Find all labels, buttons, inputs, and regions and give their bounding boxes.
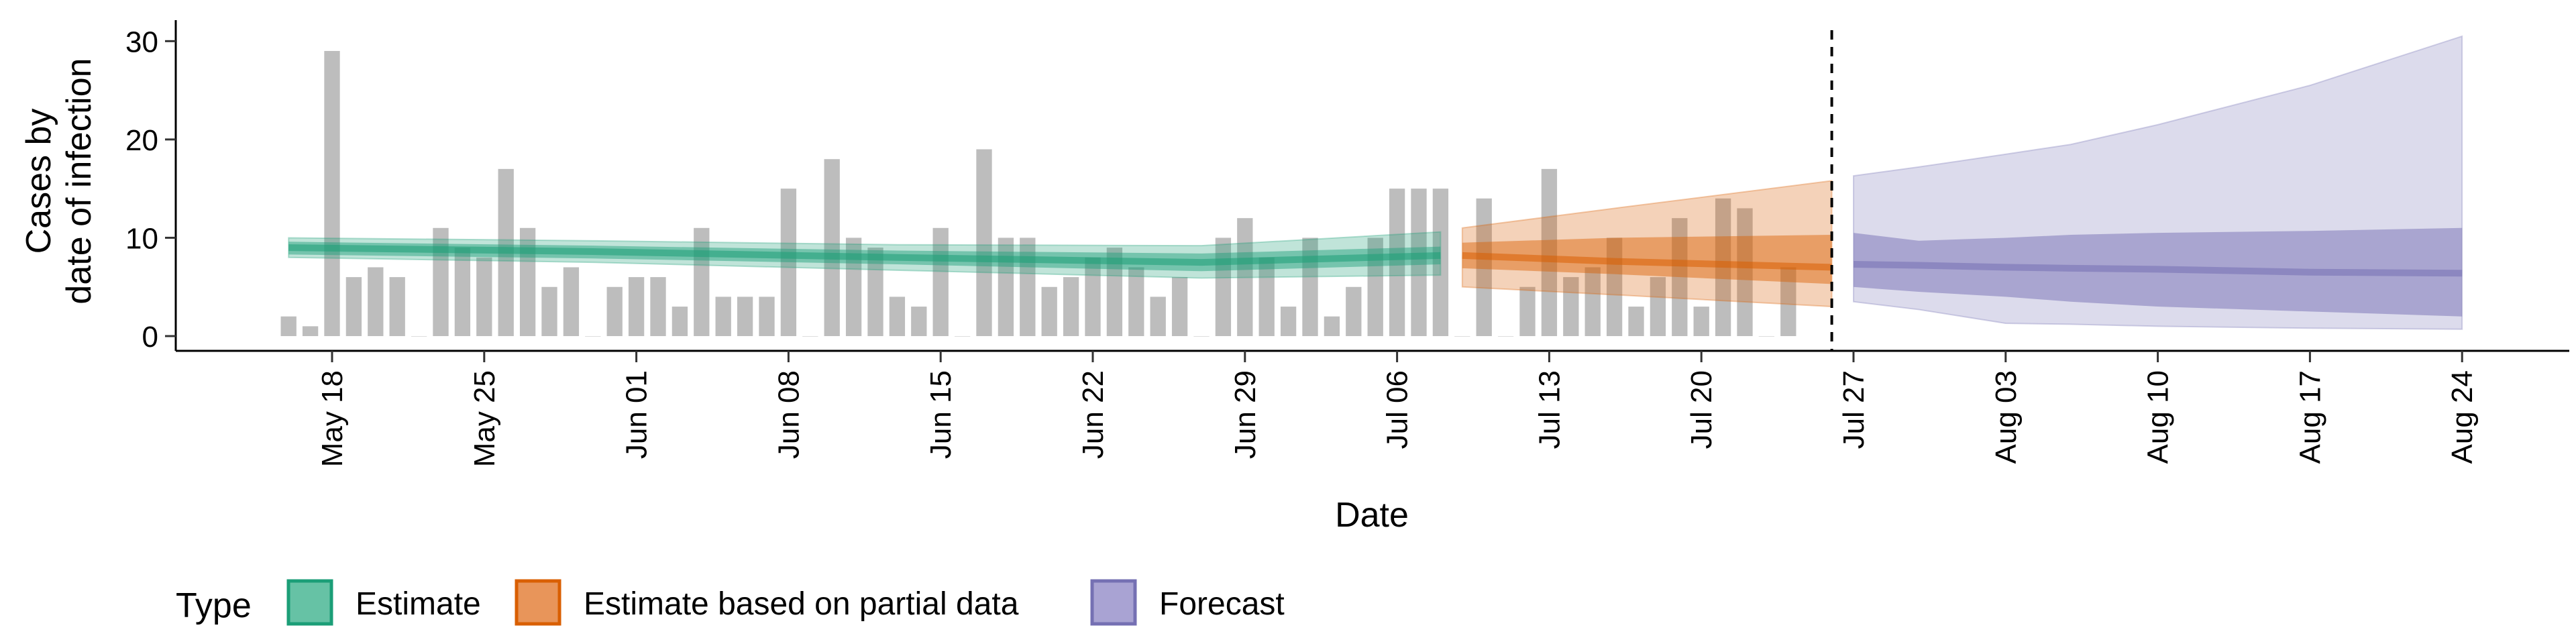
case-bar: [280, 316, 297, 337]
case-bar: [302, 326, 319, 337]
case-bar: [1346, 286, 1362, 337]
x-tick-label: Aug 03: [1990, 370, 2023, 464]
case-bar: [759, 297, 775, 337]
x-tick-label: Jul 20: [1685, 370, 1718, 449]
case-bar: [1541, 168, 1558, 337]
case-bar: [1389, 189, 1405, 337]
case-bar: [1628, 307, 1644, 337]
case-bar: [672, 307, 688, 337]
legend: Type Estimate Estimate based on partial d…: [176, 579, 1285, 626]
case-bar: [411, 336, 427, 337]
x-tick-label: Aug 10: [2142, 370, 2175, 464]
case-bar: [650, 277, 666, 337]
case-bar: [1324, 316, 1340, 337]
x-ticks: May 18 May 25 Jun 01 Jun 08 Jun 15 Jun 22 Jun …: [316, 351, 2479, 467]
case-bar: [737, 297, 753, 337]
case-bar: [1367, 237, 1383, 337]
case-bar: [1432, 189, 1449, 337]
case-bar: [1128, 267, 1144, 337]
x-tick-label: Jun 08: [772, 370, 805, 459]
estimate-based-on-partial-data-legend-label: Estimate based on partial data: [584, 586, 1019, 622]
case-bar: [1041, 286, 1057, 337]
case-bar: [1193, 336, 1210, 337]
case-bar: [606, 286, 623, 337]
legend-title: Type: [176, 586, 252, 625]
case-bar: [1106, 248, 1123, 337]
case-bar: [1258, 257, 1275, 337]
case-bar: [1063, 277, 1079, 337]
y-tick-label: 0: [142, 321, 158, 354]
case-bar: [433, 227, 449, 337]
case-bar: [824, 159, 840, 337]
case-bar: [368, 267, 384, 337]
case-bar: [1693, 307, 1709, 337]
case-bar: [976, 149, 992, 337]
y-tick-label: 20: [125, 124, 158, 157]
estimate-median-line: [288, 244, 1441, 266]
case-bar: [802, 336, 818, 337]
case-bar: [1519, 286, 1536, 337]
case-bar: [1758, 336, 1775, 337]
case-bar: [476, 257, 492, 337]
case-bar: [1085, 257, 1101, 337]
case-bar: [585, 336, 601, 337]
case-bar: [324, 50, 340, 337]
forecast-median-line: [1853, 261, 2463, 277]
case-bar: [867, 248, 883, 337]
y-axis-label-line-1: Cases by: [19, 109, 58, 254]
case-bar: [845, 237, 862, 337]
case-bar: [1737, 208, 1753, 337]
case-bar: [1585, 267, 1601, 337]
x-tick-label: May 25: [468, 370, 501, 467]
case-bar: [1237, 218, 1253, 337]
case-bar: [1563, 277, 1579, 337]
case-bar: [889, 297, 906, 337]
case-bar: [563, 267, 580, 337]
case-bar: [911, 307, 927, 337]
case-bar: [1411, 189, 1427, 337]
case-bar: [628, 277, 645, 337]
forecast-legend-label: Forecast: [1159, 586, 1285, 622]
case-bar: [389, 277, 405, 337]
case-bar: [1476, 198, 1492, 337]
y-tick-label: 30: [125, 25, 158, 58]
case-bar: [954, 336, 971, 337]
x-tick-label: Jul 13: [1533, 370, 1566, 449]
estimate-based-on-partial-data-median-line: [1462, 252, 1832, 271]
case-bar: [1171, 277, 1188, 337]
case-bar: [1672, 218, 1688, 337]
x-tick-label: Aug 24: [2446, 370, 2479, 464]
case-bar: [541, 286, 557, 337]
case-bar: [1497, 336, 1514, 337]
x-tick-label: Jul 06: [1381, 370, 1414, 449]
estimate-based-on-partial-data-legend-swatch: [515, 579, 561, 626]
x-tick-label: Jun 01: [621, 370, 653, 459]
x-tick-label: Aug 17: [2294, 370, 2326, 464]
case-bar: [1454, 336, 1470, 337]
case-bar: [454, 248, 471, 337]
y-axis-label-line-2: date of infection: [60, 58, 99, 304]
case-bar: [715, 297, 731, 337]
estimate-legend-label: Estimate: [356, 586, 481, 622]
x-tick-label: Jun 29: [1229, 370, 1262, 459]
case-bar: [519, 227, 536, 337]
case-bar: [1150, 297, 1166, 337]
y-tick-label: 10: [125, 222, 158, 255]
case-bar: [780, 189, 797, 337]
forecast-legend-swatch: [1090, 579, 1137, 626]
case-bar: [1780, 267, 1796, 337]
x-tick-label: May 18: [316, 370, 349, 467]
x-axis-label: Date: [1335, 496, 1409, 535]
case-bar: [345, 277, 362, 337]
estimate-legend-swatch: [286, 579, 333, 626]
x-tick-label: Jun 15: [924, 370, 957, 459]
x-tick-label: Jul 27: [1837, 370, 1870, 449]
case-bar: [1280, 307, 1297, 337]
y-ticks: 0 10 20 30: [125, 25, 176, 354]
plot-area: [280, 30, 2463, 351]
case-bar: [1650, 277, 1666, 337]
x-tick-label: Jun 22: [1077, 370, 1110, 459]
